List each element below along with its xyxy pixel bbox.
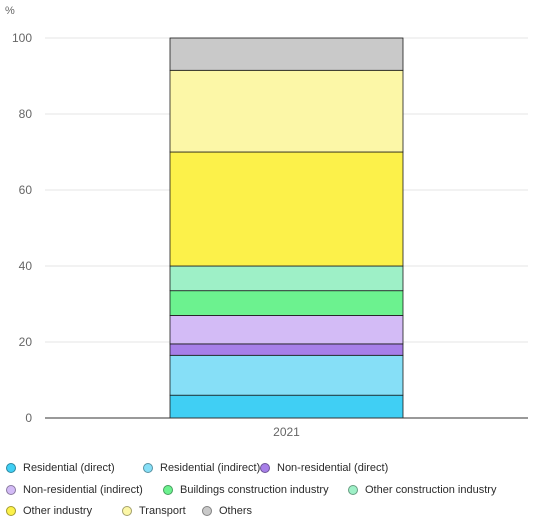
legend-label: Buildings construction industry [180, 484, 329, 496]
legend-item: Buildings construction industry [163, 482, 329, 498]
x-tick-label: 2021 [273, 425, 300, 439]
y-axis-tick-labels: 0 20 40 60 80 100 [12, 31, 32, 425]
legend-label: Others [219, 505, 253, 517]
stacked-bar-chart: % 0 20 40 60 80 100 2021 [5, 5, 528, 439]
legend-swatch [6, 485, 16, 495]
y-axis-unit-label: % [5, 5, 15, 17]
legend-swatch [260, 463, 270, 473]
legend-swatch [348, 485, 358, 495]
legend-label: Residential (indirect) [160, 462, 261, 474]
bar-segment-buildings-construction-industry [169, 290, 404, 316]
legend-swatch [122, 506, 132, 516]
legend-item: Residential (direct) [6, 460, 115, 476]
legend-label: Residential (direct) [23, 462, 115, 474]
bar-segment-other-industry [169, 151, 404, 267]
bar-segment-residential-direct [169, 394, 404, 419]
y-tick-label: 60 [19, 183, 33, 197]
legend-swatch [143, 463, 153, 473]
legend-swatch [163, 485, 173, 495]
bar-segments [169, 37, 404, 419]
bar-segment-transport [169, 69, 404, 153]
y-tick-label: 0 [25, 411, 32, 425]
y-tick-label: 80 [19, 107, 33, 121]
bar-segment-others [169, 37, 404, 71]
legend-swatch [6, 506, 16, 516]
x-axis-tick-labels: 2021 [273, 425, 300, 439]
y-tick-label: 20 [19, 335, 33, 349]
legend-item: Transport [122, 503, 186, 519]
y-tick-label: 40 [19, 259, 33, 273]
legend-label: Other industry [23, 505, 93, 517]
legend-item: Other construction industry [348, 482, 496, 498]
legend-label: Other construction industry [365, 484, 497, 496]
legend-label: Non-residential (direct) [277, 462, 389, 474]
bar-segment-residential-indirect [169, 354, 404, 396]
bar-segment-non-residential-indirect [169, 314, 404, 345]
legend-item: Residential (indirect) [143, 460, 260, 476]
y-tick-label: 100 [12, 31, 32, 45]
legend-item: Others [202, 503, 252, 519]
legend-label: Transport [139, 505, 186, 517]
legend-swatch [202, 506, 212, 516]
bar-segment-other-construction-industry [169, 265, 404, 292]
legend-item: Non-residential (indirect) [6, 482, 143, 498]
legend-item: Non-residential (direct) [260, 460, 388, 476]
bar-segment-non-residential-direct [169, 343, 404, 356]
legend-label: Non-residential (indirect) [23, 484, 143, 496]
legend-swatch [6, 463, 16, 473]
legend-item: Other industry [6, 503, 92, 519]
